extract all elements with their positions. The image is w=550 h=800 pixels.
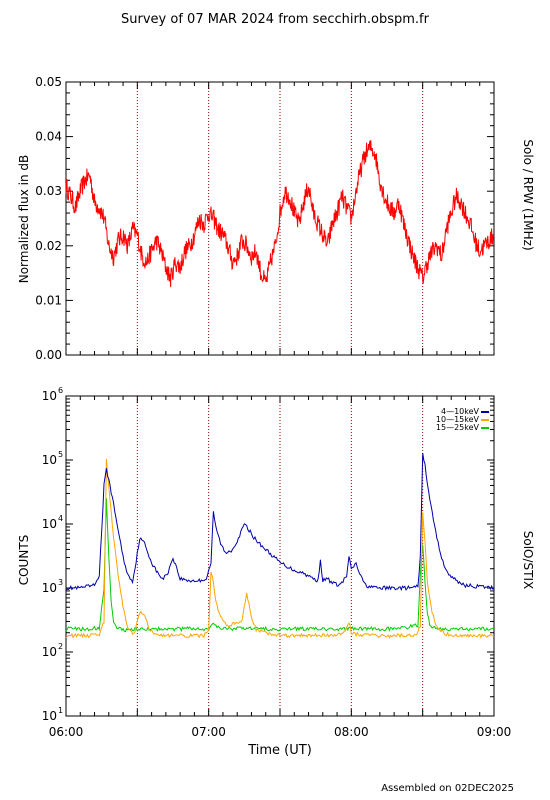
- stix-series-line: [65, 498, 495, 633]
- assembled-footer: Assembled on 02DEC2025: [381, 783, 514, 794]
- rpw-flux-series: [65, 140, 495, 288]
- x-tick-label: 09:00: [477, 725, 512, 739]
- stix-y-tick-exponent: 3: [58, 578, 63, 587]
- rpw-panel: 0.00 0.01 0.02 0.03 0.04 0.05 Normalized flux…: [17, 75, 535, 362]
- legend-label: 4—10keV: [441, 407, 480, 416]
- stix-y-tick-label: 10: [42, 709, 57, 723]
- stix-y-axis-label: COUNTS: [17, 535, 31, 586]
- rpw-instrument-label: Solo / RPW (1MHz): [521, 139, 535, 250]
- x-tick-label: 07:00: [191, 725, 226, 739]
- rpw-y-tick-label: 0.00: [35, 348, 62, 362]
- rpw-y-tick-label: 0.02: [35, 239, 62, 253]
- x-axis-label: Time (UT): [247, 743, 312, 758]
- stix-y-tick-exponent: 5: [58, 450, 63, 459]
- stix-y-tick-exponent: 1: [58, 706, 63, 715]
- stix-y-tick-exponent: 4: [58, 514, 63, 523]
- x-tick-label: 06:00: [49, 725, 84, 739]
- rpw-y-tick-label: 0.05: [35, 75, 62, 89]
- legend-label: 15—25keV: [436, 423, 480, 432]
- stix-series-line: [65, 453, 495, 592]
- rpw-y-axis-label: Normalized flux in dB: [17, 155, 31, 284]
- stix-y-tick-label: 10: [42, 645, 57, 659]
- stix-y-tick-label: 10: [42, 517, 57, 531]
- stix-y-tick-label: 10: [42, 389, 57, 403]
- stix-series-line: [65, 458, 495, 639]
- figure-title: Survey of 07 MAR 2024 from secchirh.obsp…: [121, 12, 430, 27]
- x-tick-label: 08:00: [334, 725, 369, 739]
- legend-label: 10—15keV: [436, 415, 480, 424]
- stix-y-tick-exponent: 2: [58, 642, 63, 651]
- stix-instrument-label: SolO/STIX: [521, 531, 535, 590]
- stix-y-tick-exponent: 6: [58, 386, 63, 395]
- stix-y-tick-label: 10: [42, 453, 57, 467]
- rpw-y-tick-label: 0.04: [35, 130, 62, 144]
- stix-y-tick-label: 10: [42, 581, 57, 595]
- rpw-y-tick-label: 0.03: [35, 184, 62, 198]
- rpw-y-tick-label: 0.01: [35, 293, 62, 307]
